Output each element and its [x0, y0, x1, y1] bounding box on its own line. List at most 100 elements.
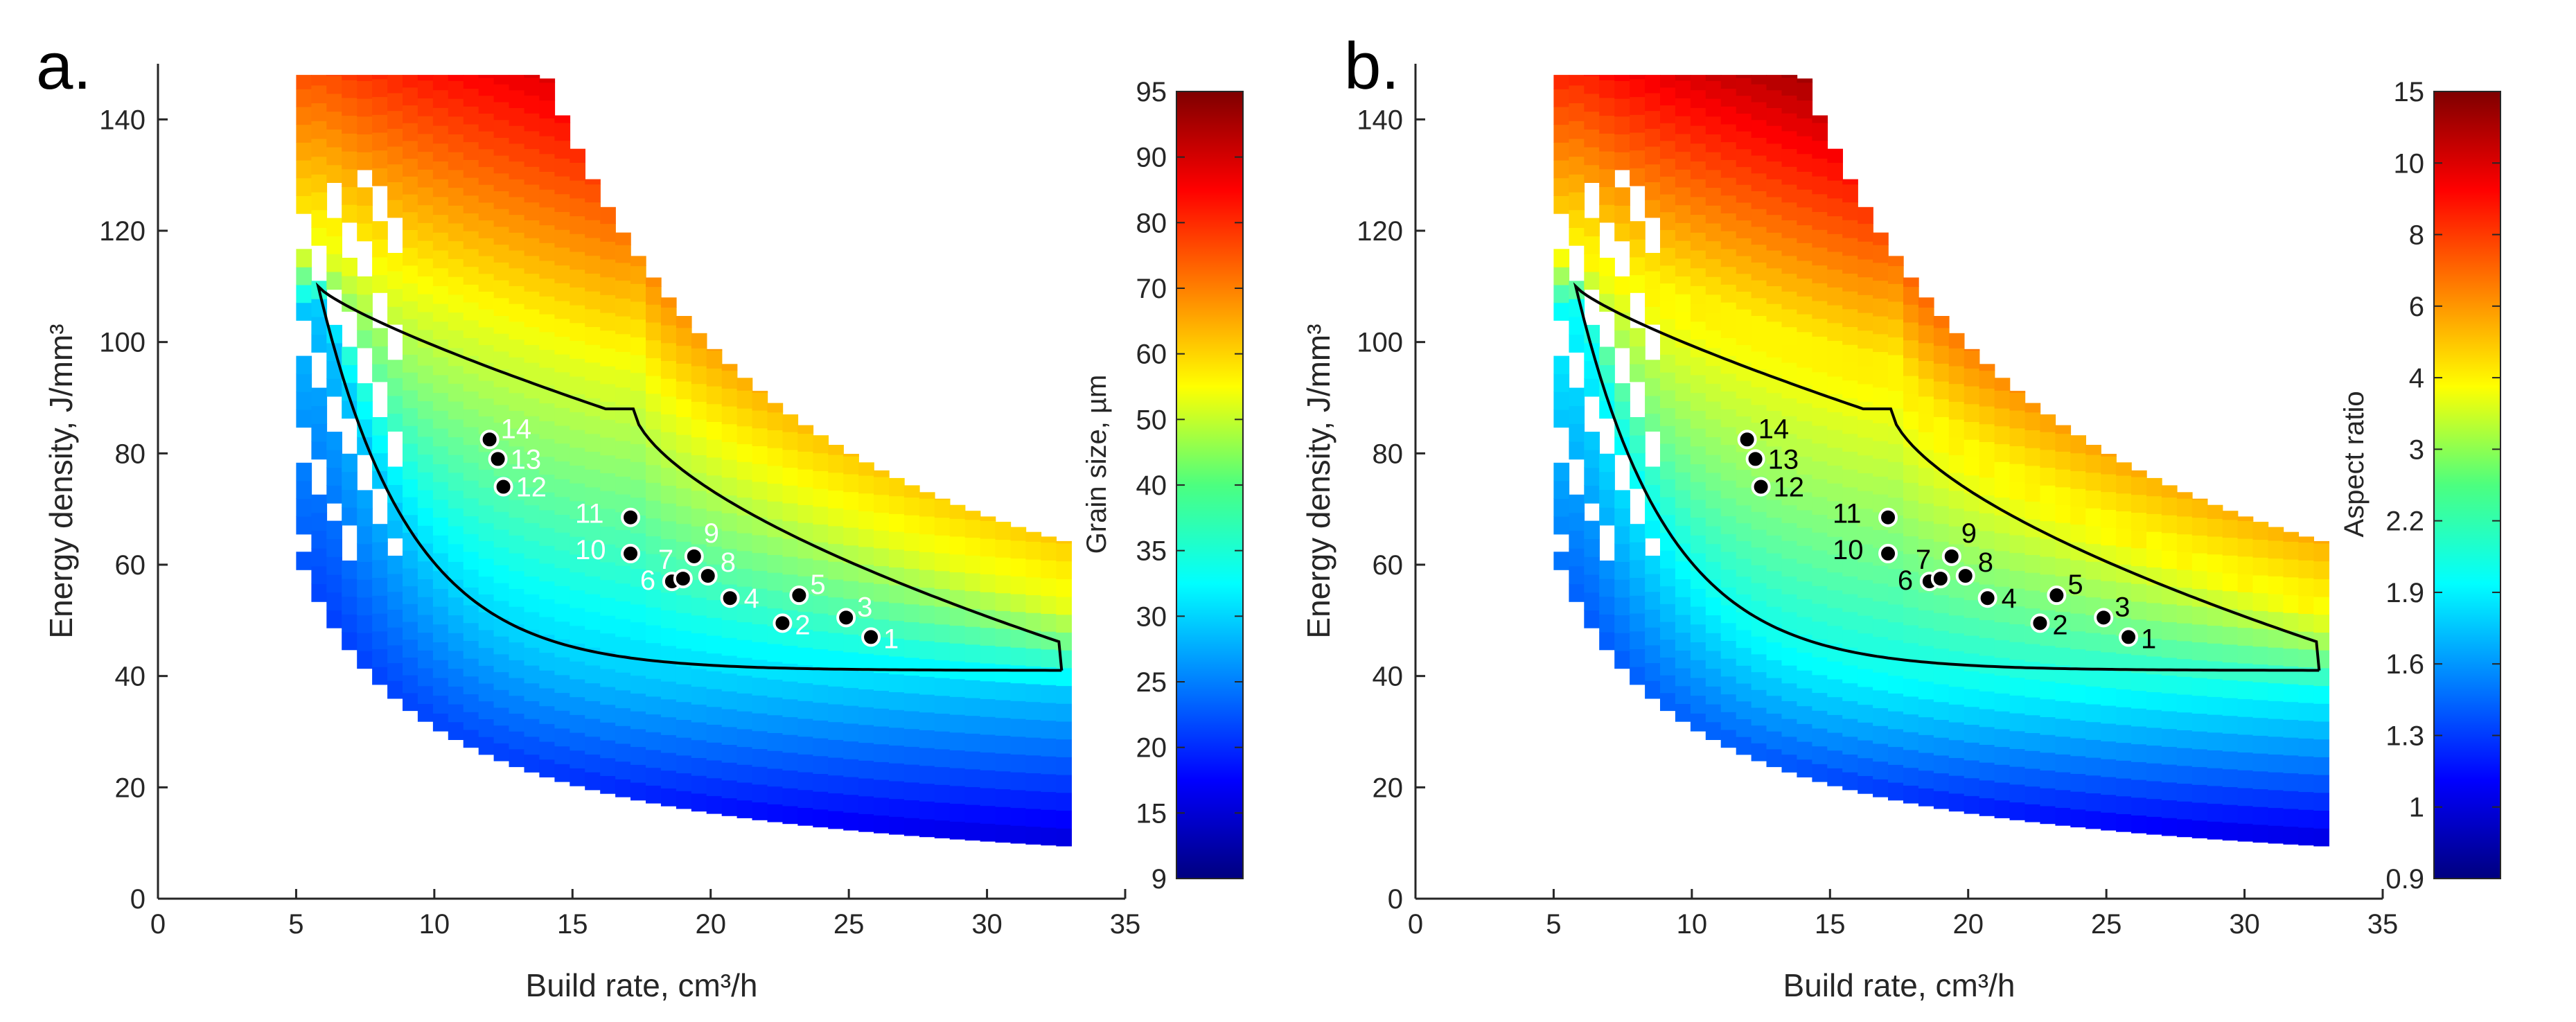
heatmap-cell — [1781, 202, 1798, 220]
heatmap-cell — [403, 247, 418, 266]
heatmap-cell — [357, 222, 373, 242]
heatmap-cell — [403, 692, 418, 712]
heatmap-cell — [326, 378, 342, 397]
heatmap-cell — [509, 428, 525, 447]
heatmap-cell — [828, 668, 844, 687]
heatmap-cell — [1660, 123, 1676, 141]
heatmap-cell — [2176, 658, 2193, 677]
heatmap-cell — [417, 80, 434, 98]
heatmap-cell — [417, 561, 434, 579]
heatmap-cell — [2116, 724, 2132, 743]
heatmap-cell — [539, 260, 556, 279]
heatmap-cell — [2252, 788, 2269, 807]
heatmap-cell — [2313, 828, 2329, 847]
heatmap-cell — [1948, 597, 1965, 616]
heatmap-cell — [585, 611, 601, 630]
heatmap-cell — [1569, 405, 1585, 424]
heatmap-cell — [1599, 614, 1615, 633]
heatmap-cell — [1797, 421, 1813, 439]
heatmap-cell — [1827, 447, 1843, 466]
heatmap-cell — [403, 532, 418, 551]
heatmap-cell — [1553, 355, 1570, 375]
heatmap-cell — [646, 607, 662, 626]
heatmap-cell — [676, 683, 692, 703]
heatmap-cell — [1705, 116, 1722, 134]
heatmap-cell — [1766, 249, 1783, 269]
heatmap-cell — [1827, 162, 1843, 181]
heatmap-cell — [554, 115, 571, 123]
heatmap-cell — [539, 599, 556, 617]
heatmap-cell — [1690, 249, 1706, 269]
heatmap-cell — [615, 440, 631, 459]
heatmap-cell — [2207, 554, 2223, 572]
heatmap-cell — [2085, 632, 2101, 651]
heatmap-cell — [1797, 118, 1813, 136]
heatmap-cell — [311, 565, 328, 585]
heatmap-cell — [2024, 412, 2041, 430]
heatmap-cell — [1827, 197, 1843, 217]
heatmap-cell — [1979, 761, 1995, 781]
heatmap-cell — [828, 703, 844, 723]
heatmap-cell — [1964, 724, 1980, 743]
heatmap-cell — [767, 465, 784, 484]
heatmap-cell — [1720, 123, 1737, 143]
heatmap-cell — [752, 392, 768, 411]
heatmap-cell — [691, 333, 707, 349]
heatmap-cell — [1964, 528, 1980, 547]
heatmap-cell — [357, 400, 373, 420]
heatmap-cell — [2131, 512, 2147, 531]
heatmap-cell — [1705, 294, 1722, 313]
heatmap-cell — [403, 550, 418, 569]
heatmap-cell — [980, 627, 996, 646]
heatmap-cell — [1010, 807, 1027, 826]
heatmap-cell — [1873, 387, 1889, 406]
heatmap-cell — [478, 682, 495, 702]
heatmap-cell — [995, 699, 1012, 719]
heatmap-cell — [1842, 540, 1858, 559]
heatmap-cell — [797, 629, 814, 648]
heatmap-cell — [1660, 657, 1676, 676]
heatmap-cell — [1584, 236, 1600, 254]
heatmap-cell — [539, 563, 556, 582]
heatmap-cell — [2131, 779, 2147, 798]
heatmap-cell — [1842, 771, 1858, 791]
heatmap-cell — [554, 229, 571, 248]
heatmap-cell — [1614, 561, 1630, 580]
heatmap-cell — [1842, 718, 1858, 737]
heatmap-cell — [2207, 803, 2223, 822]
heatmap-cell — [1766, 695, 1783, 714]
heatmap-cell — [1812, 443, 1828, 461]
heatmap-cell — [691, 383, 707, 402]
heatmap-cell — [1918, 788, 1934, 807]
heatmap-cell — [934, 499, 951, 518]
heatmap-cell — [2009, 695, 2026, 714]
heatmap-cell — [1630, 417, 1646, 436]
heatmap-cell — [2252, 682, 2269, 701]
heatmap-cell — [995, 752, 1012, 772]
heatmap-cell — [767, 786, 784, 804]
heatmap-cell — [615, 707, 631, 726]
heatmap-cell — [2283, 719, 2300, 738]
heatmap-cell — [2055, 558, 2072, 576]
heatmap-cell — [630, 283, 646, 302]
heatmap-cell — [2283, 531, 2300, 542]
heatmap-cell — [1660, 176, 1676, 195]
heatmap-cell — [2207, 821, 2223, 840]
heatmap-cell — [1994, 603, 2011, 623]
heatmap-cell — [585, 273, 601, 292]
heatmap-cell — [2252, 664, 2269, 682]
heatmap-cell — [585, 504, 601, 523]
heatmap-cell — [1873, 476, 1889, 495]
heatmap-cell — [1675, 169, 1691, 188]
heatmap-cell — [1553, 124, 1570, 143]
heatmap-cell — [691, 757, 707, 776]
heatmap-cell — [1690, 660, 1706, 678]
heatmap-cell — [570, 287, 585, 306]
heatmap-cell — [1584, 449, 1600, 468]
heatmap-cell — [660, 485, 677, 504]
heatmap-cell — [1675, 133, 1691, 152]
heatmap-cell — [1812, 318, 1828, 337]
heatmap-cell — [1705, 400, 1722, 420]
colorbar-tick-label: 1.3 — [2385, 721, 2424, 751]
heatmap-cell — [1888, 479, 1904, 498]
